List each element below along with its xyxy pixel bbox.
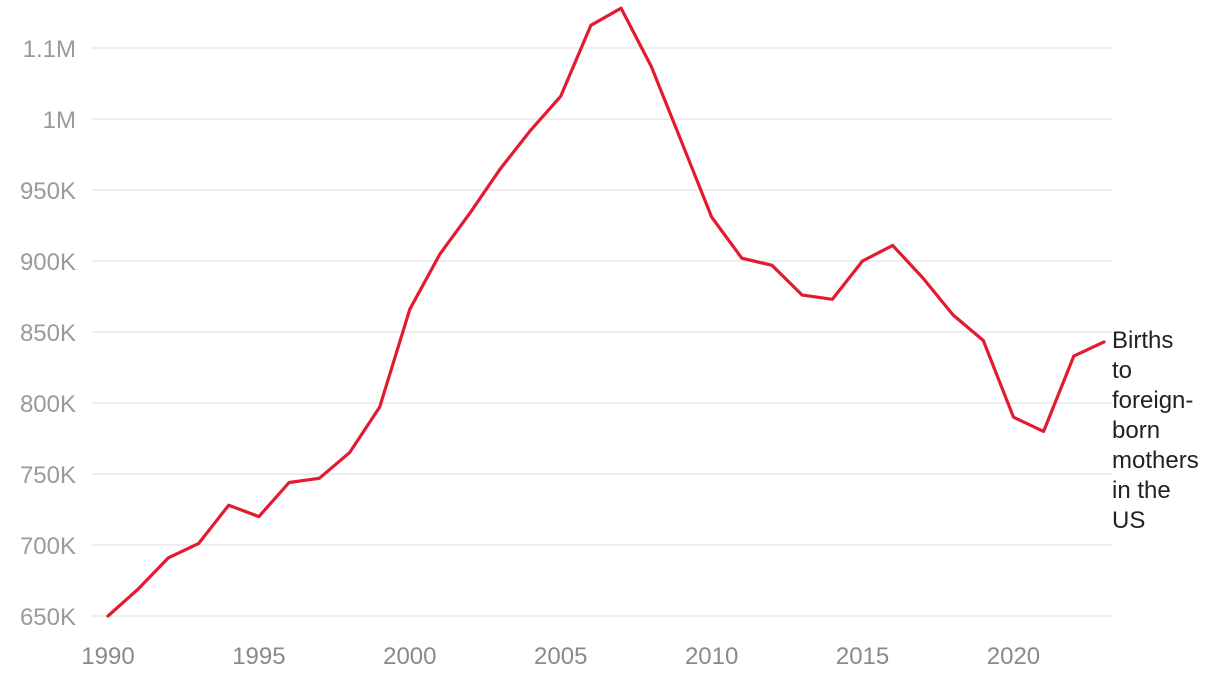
- x-tick-label: 1995: [232, 643, 285, 670]
- series-label-line: to: [1112, 357, 1132, 384]
- x-tick-label: 2000: [383, 643, 436, 670]
- x-axis-ticks: 1990 1995 2000 2005 2010 2015 2020: [81, 643, 1040, 670]
- series-label-line: Births: [1112, 327, 1173, 354]
- y-tick-label: 850K: [20, 320, 76, 347]
- series-label-line: mothers: [1112, 447, 1199, 474]
- series-label-group: Births to foreign-born mothers in the US: [1112, 327, 1199, 534]
- x-tick-label: 1990: [81, 643, 134, 670]
- series-label-line: foreign-: [1112, 387, 1193, 414]
- x-tick-label: 2015: [836, 643, 889, 670]
- x-tick-label: 2020: [987, 643, 1040, 670]
- series-layer: [106, 6, 1106, 618]
- y-tick-label: 900K: [20, 249, 76, 276]
- series-label-line: US: [1112, 507, 1145, 534]
- y-tick-label: 1M: [43, 107, 76, 134]
- y-tick-label: 950K: [20, 178, 76, 205]
- y-tick-label: 650K: [20, 604, 76, 631]
- series-line: [106, 6, 1106, 618]
- series-label-line: born: [1112, 417, 1160, 444]
- y-tick-label: 750K: [20, 462, 76, 489]
- gridlines: [92, 47, 1112, 617]
- y-tick-label: 800K: [20, 391, 76, 418]
- x-tick-label: 2005: [534, 643, 587, 670]
- series-label-line: in the: [1112, 477, 1171, 504]
- y-tick-label: 1.1M: [23, 36, 76, 63]
- y-tick-label: 700K: [20, 533, 76, 560]
- y-axis-ticks: 650K 700K 750K 800K 850K 900K 950K 1M 1.1M: [20, 36, 76, 631]
- x-tick-label: 2010: [685, 643, 738, 670]
